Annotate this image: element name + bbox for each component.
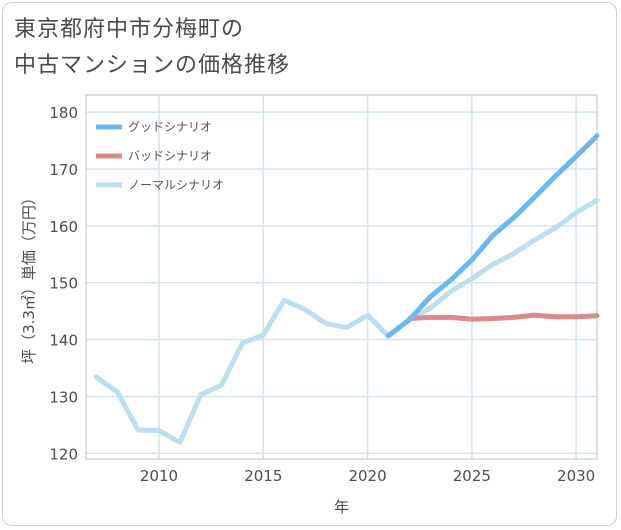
grid	[86, 95, 597, 459]
legend-label: ノーマルシナリオ	[128, 178, 224, 192]
y-tick-label: 180	[49, 104, 78, 122]
y-tick-label: 130	[49, 388, 78, 406]
x-tick-label: 2030	[557, 467, 595, 485]
y-tick-label: 140	[49, 332, 78, 350]
plot-frame	[85, 94, 598, 460]
y-axis-label: 坪（3.3㎡）単価（万円）	[20, 190, 38, 364]
chart-title: 東京都府中市分梅町の 中古マンションの価格推移	[14, 12, 574, 84]
series-line	[93, 197, 600, 445]
series-lines	[93, 133, 600, 445]
legend-label: グッドシナリオ	[128, 120, 212, 134]
x-tick-label: 2015	[244, 467, 282, 485]
y-tick-label: 160	[49, 218, 78, 236]
x-tick-label: 2020	[348, 467, 386, 485]
y-tick-label: 120	[49, 445, 78, 463]
chart-title-line-1: 東京都府中市分梅町の	[14, 17, 245, 42]
y-tick-label: 170	[49, 161, 78, 179]
x-tick-label: 2025	[453, 467, 491, 485]
axes: 120 130 140 150 160 170 180 2010 2015 2020 2025 203…	[49, 94, 598, 485]
series-line	[385, 133, 600, 339]
chart-card	[2, 2, 617, 526]
series-line	[406, 312, 600, 322]
legend-label: バッドシナリオ	[128, 149, 212, 163]
x-tick-label: 2010	[140, 467, 178, 485]
x-axis-label: 年	[334, 498, 349, 516]
chart-title-line-2: 中古マンションの価格推移	[14, 53, 291, 78]
y-tick-label: 150	[49, 275, 78, 293]
